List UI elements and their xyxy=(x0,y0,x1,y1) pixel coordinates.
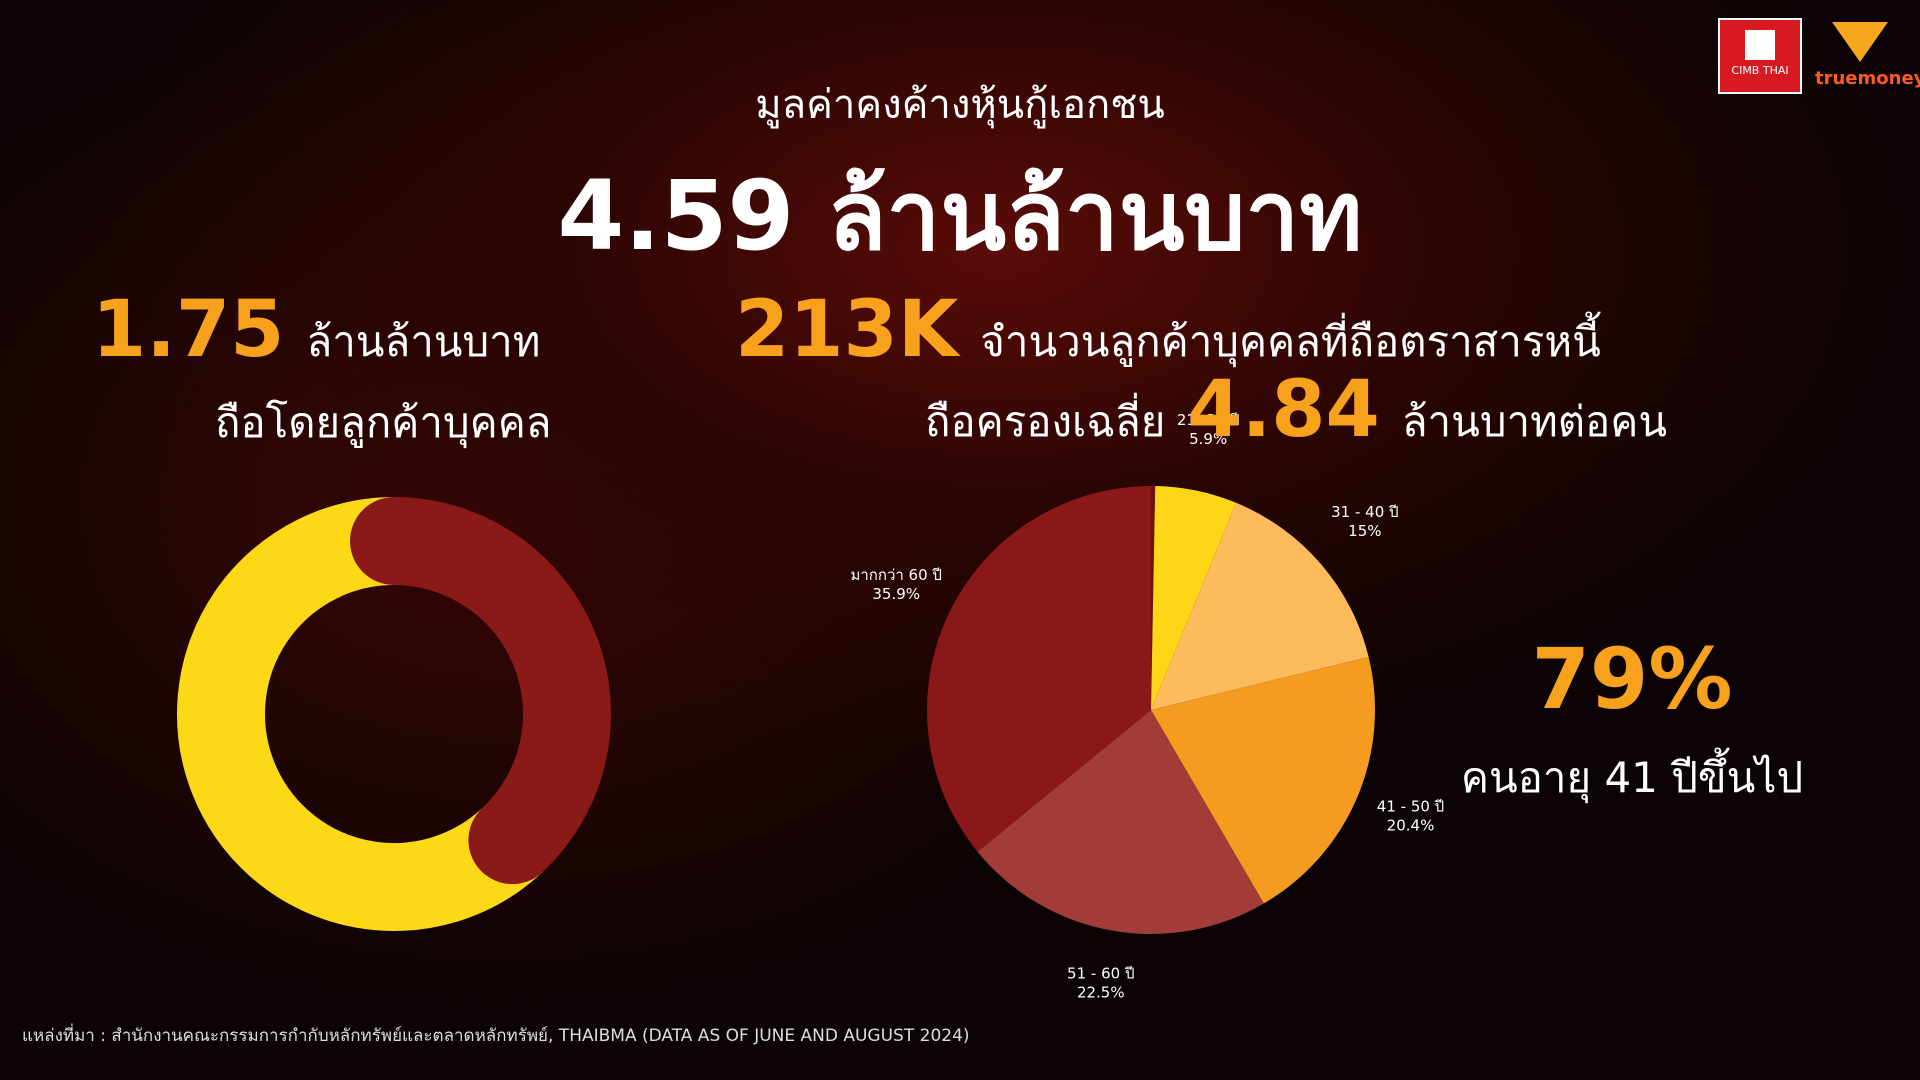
pie-slice xyxy=(1151,486,1237,710)
slice-label: มากกว่า 60 ปี xyxy=(850,566,941,584)
slice-label: 31 - 40 ปี xyxy=(1331,503,1398,521)
age-caption: คนอายุ 41 ปีขึ้นไป xyxy=(1460,753,1804,802)
slice-label: 21 -30 ปี xyxy=(1177,411,1240,429)
subtitle: มูลค่าคงค้างหุ้นกู้เอกชน xyxy=(755,82,1165,128)
stat-value: 1.75 xyxy=(92,285,285,375)
pie-slice xyxy=(1151,502,1369,710)
pie-slice xyxy=(927,486,1151,852)
donut-segment xyxy=(350,497,611,885)
average-value: 4.84 xyxy=(1187,365,1380,455)
slice-label: 51 - 60 ปี xyxy=(1067,964,1134,982)
pie-slice xyxy=(977,710,1264,935)
average-label: ถือครองเฉลี่ย xyxy=(925,397,1166,446)
bank-logo: CIMB THAI xyxy=(1718,18,1802,94)
average-stat: ถือครองเฉลี่ย 4.84 ล้านบาทต่อคน xyxy=(925,365,1667,455)
age-value: 79% xyxy=(1531,630,1733,728)
average-unit: ล้านบาทต่อคน xyxy=(1401,397,1668,446)
slice-value-label: 15% xyxy=(1348,522,1381,540)
wallet-name: truemoney xyxy=(1815,68,1920,89)
title: 4.59 ล้านล้านบาท xyxy=(557,160,1363,272)
slice-value-label: 20.4% xyxy=(1387,816,1435,834)
stat-value: 213K xyxy=(735,285,959,375)
stat-caption: ถือโดยลูกค้าบุคคล xyxy=(215,398,552,447)
donut-segment xyxy=(177,497,543,931)
right-stat: 213K จำนวนลูกค้าบุคคลที่ถือตราสารหนี้ xyxy=(735,285,1601,375)
pie-slice xyxy=(1151,486,1156,710)
slice-value-label: 35.9% xyxy=(872,585,920,603)
source: แหล่งที่มา : สำนักงานคณะกรรมการกำกับหลัก… xyxy=(22,1026,970,1046)
stat-caption: จำนวนลูกค้าบุคคลที่ถือตราสารหนี้ xyxy=(980,317,1601,366)
pie-slice xyxy=(1151,657,1376,904)
slice-value-label: 5.9% xyxy=(1189,430,1227,448)
stat-unit: ล้านล้านบาท xyxy=(306,317,541,366)
slice-value-label: 22.5% xyxy=(1077,983,1125,1001)
left-stat: 1.75 ล้านล้านบาท xyxy=(92,285,540,375)
slice-label: 41 - 50 ปี xyxy=(1377,797,1444,815)
wallet-logo: truemoney xyxy=(1815,22,1920,89)
bank-name: CIMB THAI xyxy=(1731,64,1789,77)
